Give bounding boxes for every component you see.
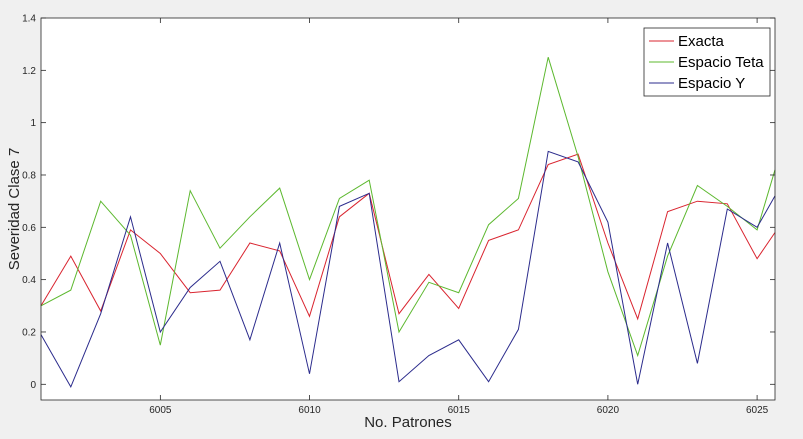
y-tick-label: 1.2 bbox=[22, 66, 36, 77]
x-axis-label: No. Patrones bbox=[364, 414, 452, 431]
series-line-3 bbox=[40, 150, 776, 389]
y-tick-label: 0.4 bbox=[22, 275, 36, 286]
ticks-layer: 6005 6010 6015 6020 6025 0 0.2 0.4 0.6 0.8 1 1.2 1.4 bbox=[22, 14, 775, 416]
y-tick-label: 0.6 bbox=[22, 223, 36, 234]
y-tick-label: 0.2 bbox=[22, 327, 36, 338]
y-axis-label: Severidad Clase 7 bbox=[6, 148, 23, 271]
x-tick-label: 6005 bbox=[149, 405, 172, 416]
x-tick-label: 6025 bbox=[746, 405, 769, 416]
x-tick-label: 6010 bbox=[298, 405, 321, 416]
y-tick-label: 1.4 bbox=[22, 14, 36, 25]
x-tick-label: 6020 bbox=[597, 405, 620, 416]
legend-label-3: Espacio Y bbox=[678, 75, 745, 92]
plot-frame bbox=[40, 17, 776, 401]
legend-label-1: Exacta bbox=[678, 33, 725, 50]
legend-label-2: Espacio Teta bbox=[678, 54, 764, 71]
y-tick-label: 1 bbox=[30, 118, 36, 129]
legend: Exacta Espacio Teta Espacio Y bbox=[643, 27, 771, 97]
series-line-2 bbox=[40, 57, 776, 358]
series-line-1 bbox=[40, 153, 776, 321]
series-layer bbox=[40, 57, 776, 389]
y-tick-label: 0 bbox=[30, 380, 36, 391]
y-tick-label: 0.8 bbox=[22, 170, 36, 181]
x-tick-label: 6015 bbox=[448, 405, 471, 416]
